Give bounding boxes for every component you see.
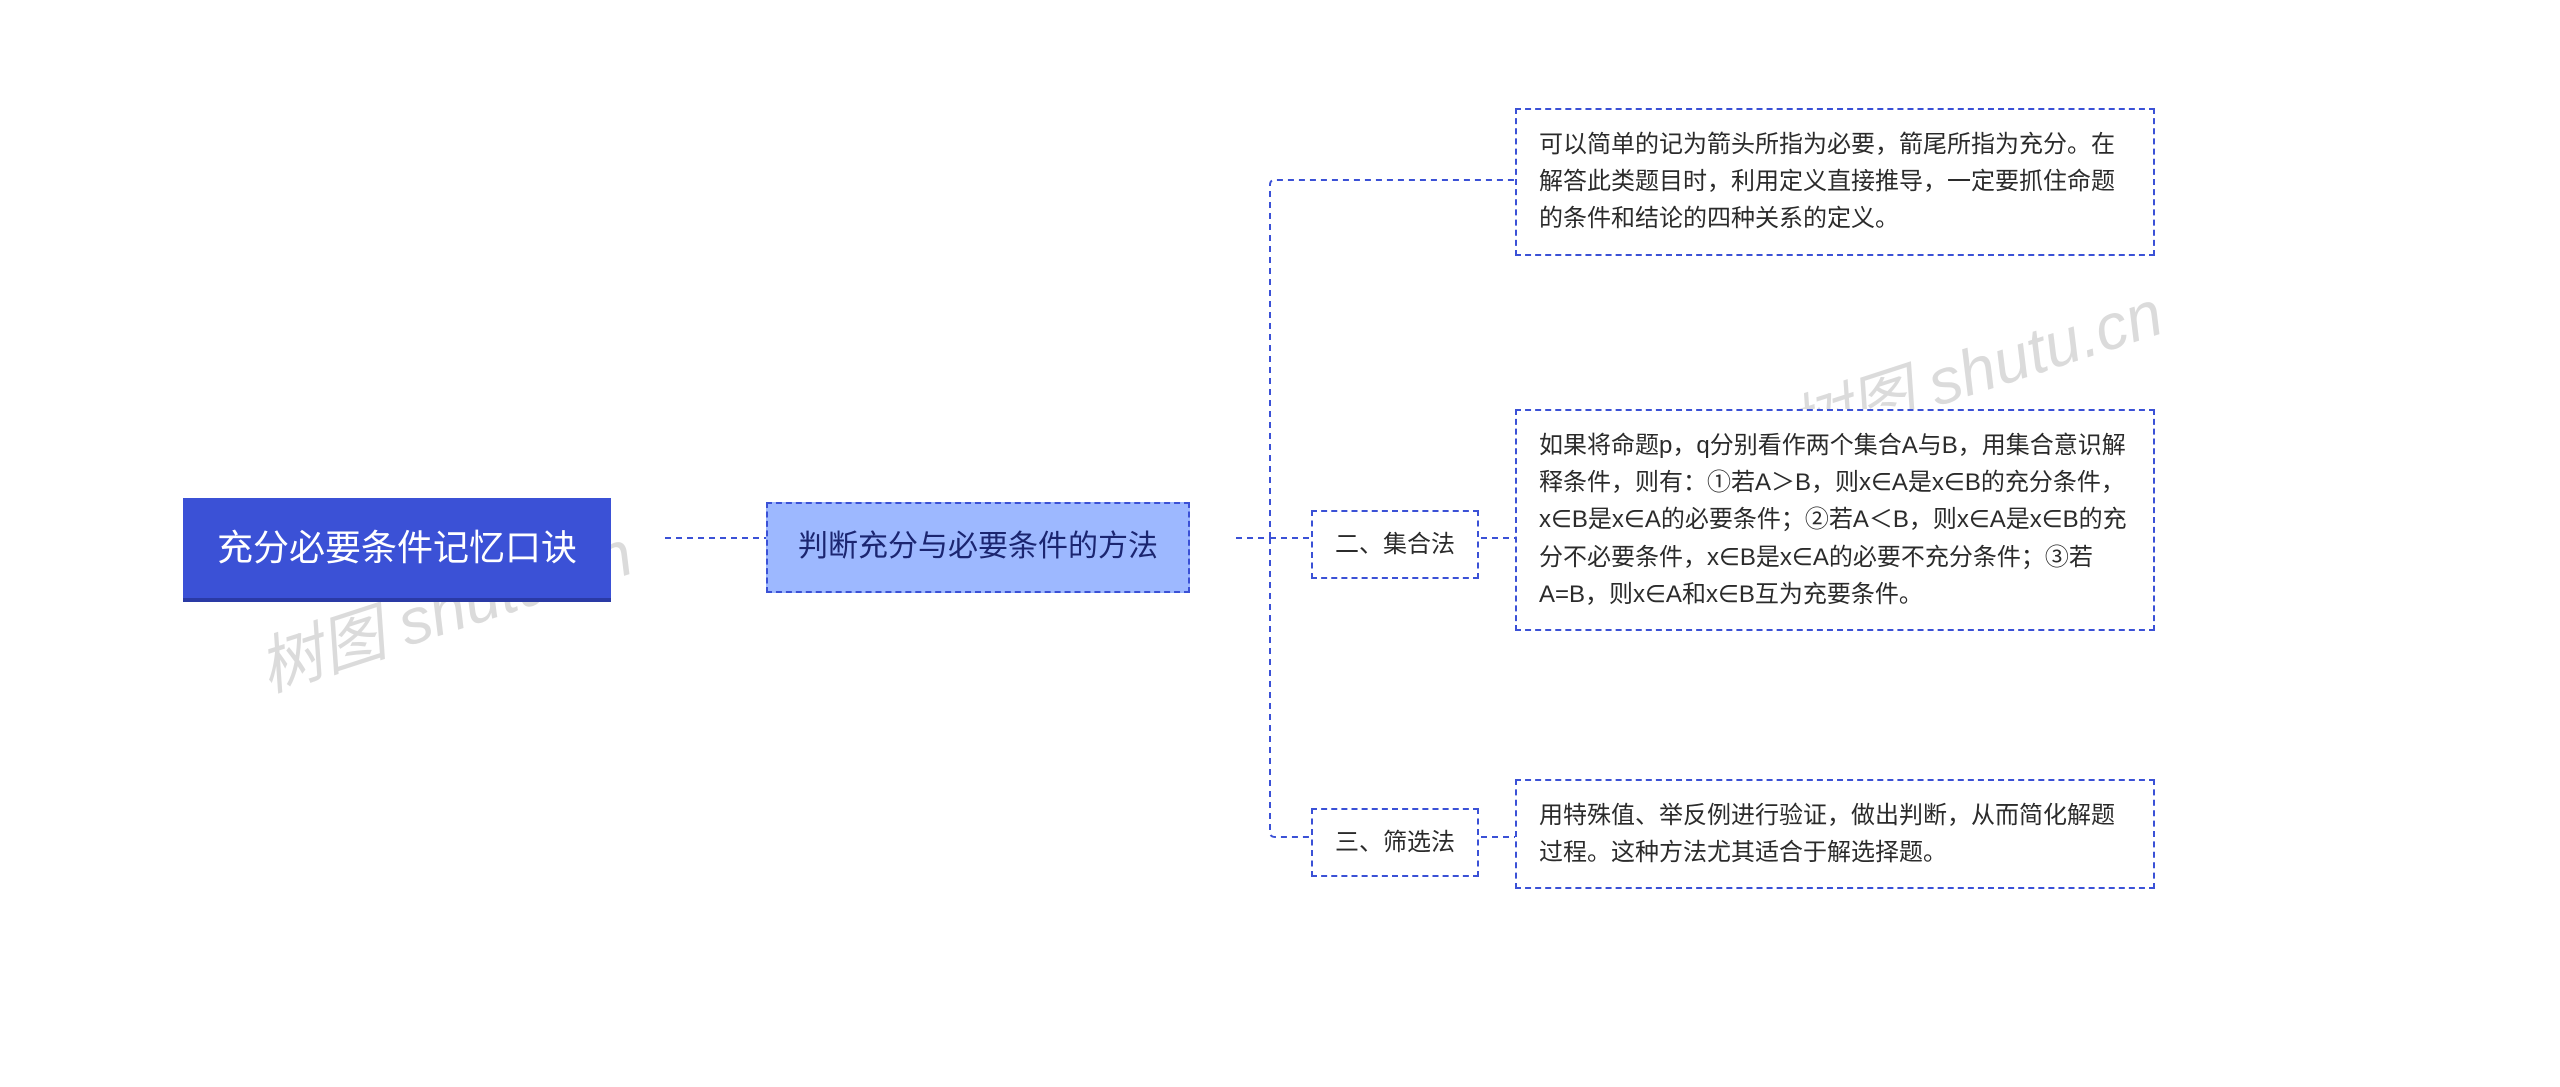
- mindmap-leaf-3[interactable]: 用特殊值、举反例进行验证，做出判断，从而简化解题过程。这种方法尤其适合于解选择题…: [1515, 779, 2155, 889]
- mindmap-leaf-2[interactable]: 如果将命题p，q分别看作两个集合A与B，用集合意识解释条件，则有：①若A＞B，则…: [1515, 409, 2155, 631]
- mindmap-root-node[interactable]: 充分必要条件记忆口诀: [183, 498, 611, 602]
- mindmap-branch-3-label[interactable]: 三、筛选法: [1311, 808, 1479, 877]
- mindmap-leaf-1[interactable]: 可以简单的记为箭头所指为必要，箭尾所指为充分。在解答此类题目时，利用定义直接推导…: [1515, 108, 2155, 256]
- mindmap-level1-node[interactable]: 判断充分与必要条件的方法: [766, 502, 1190, 593]
- mindmap-branch-2-label[interactable]: 二、集合法: [1311, 510, 1479, 579]
